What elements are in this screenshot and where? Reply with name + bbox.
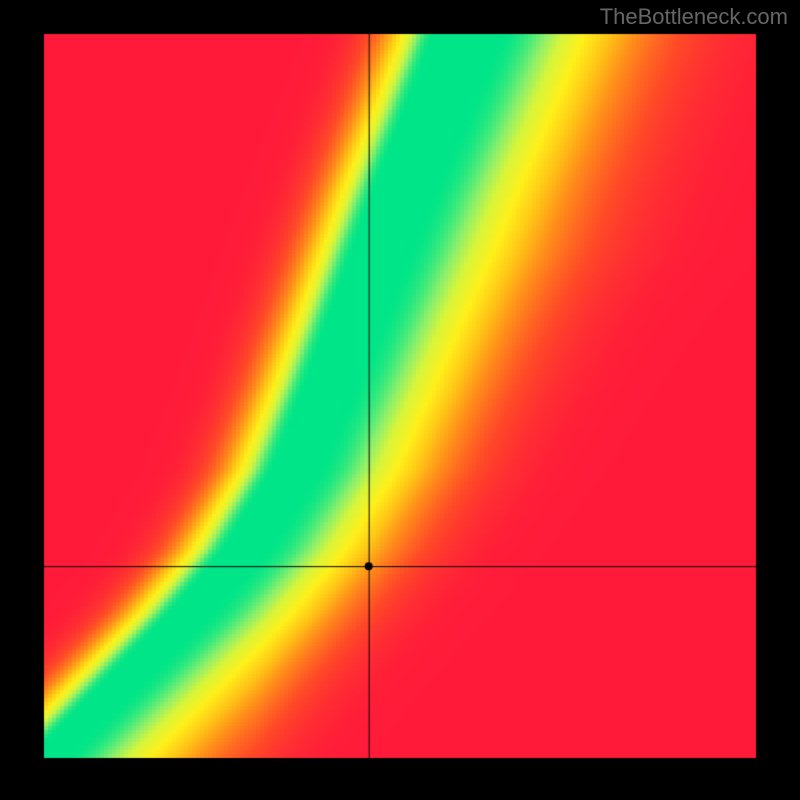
chart-container: TheBottleneck.com — [0, 0, 800, 800]
watermark-text: TheBottleneck.com — [600, 4, 788, 30]
heatmap-canvas — [0, 0, 800, 800]
